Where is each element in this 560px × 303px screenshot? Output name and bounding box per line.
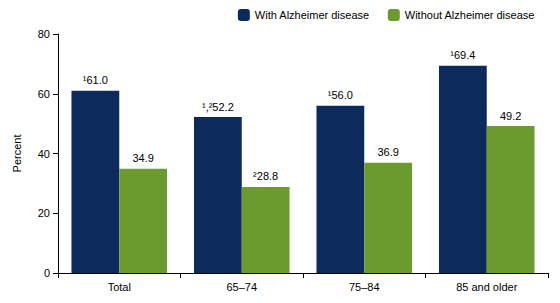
svg-text:Without Alzheimer disease: Without Alzheimer disease <box>405 9 535 21</box>
svg-text:Total: Total <box>108 281 131 293</box>
svg-text:40: 40 <box>38 148 50 160</box>
svg-text:85 and older: 85 and older <box>456 281 517 293</box>
svg-text:¹69.4: ¹69.4 <box>450 49 475 61</box>
svg-text:¹,²52.2: ¹,²52.2 <box>202 101 234 113</box>
svg-text:34.9: 34.9 <box>132 152 153 164</box>
svg-text:36.9: 36.9 <box>377 146 398 158</box>
svg-text:Percent: Percent <box>11 135 23 173</box>
svg-text:75–84: 75–84 <box>349 281 380 293</box>
svg-text:49.2: 49.2 <box>500 110 521 122</box>
svg-text:0: 0 <box>44 267 50 279</box>
svg-text:¹56.0: ¹56.0 <box>328 89 353 101</box>
svg-text:¹61.0: ¹61.0 <box>83 74 108 86</box>
svg-text:65–74: 65–74 <box>226 281 257 293</box>
svg-text:60: 60 <box>38 88 50 100</box>
svg-text:20: 20 <box>38 207 50 219</box>
svg-text:80: 80 <box>38 28 50 40</box>
svg-text:²28.8: ²28.8 <box>253 170 278 182</box>
svg-text:With Alzheimer disease: With Alzheimer disease <box>255 9 369 21</box>
